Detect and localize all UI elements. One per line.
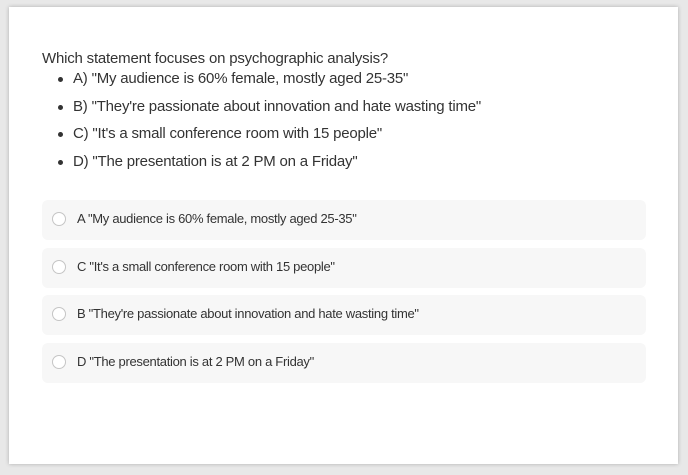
radio-button[interactable]: [52, 259, 66, 274]
answer-option-label: C "It's a small conference room with 15 …: [77, 258, 335, 274]
bullet-icon: [58, 104, 63, 110]
answer-option[interactable]: B "They're passionate about innovation a…: [42, 295, 646, 335]
answer-option[interactable]: D "The presentation is at 2 PM on a Frid…: [42, 342, 646, 383]
choice-item: D) "The presentation is at 2 PM on a Fri…: [42, 152, 481, 180]
bullet-icon: [58, 77, 63, 82]
choice-list: A) "My audience is 60% female, mostly ag…: [42, 69, 481, 179]
choice-item: C) "It's a small conference room with 15…: [42, 124, 481, 152]
choice-item: A) "My audience is 60% female, mostly ag…: [42, 69, 481, 97]
choice-text: D) "The presentation is at 2 PM on a Fri…: [73, 152, 358, 170]
bullet-icon: [58, 159, 63, 165]
question-text: Which statement focuses on psychographic…: [42, 50, 389, 67]
radio-button[interactable]: [52, 307, 66, 321]
answer-option-label: D "The presentation is at 2 PM on a Frid…: [77, 353, 314, 369]
answer-option[interactable]: C "It's a small conference room with 15 …: [42, 247, 646, 288]
choice-text: B) "They're passionate about innovation …: [73, 97, 482, 115]
bullet-icon: [58, 132, 63, 137]
quiz-card: Which statement focuses on psychographic…: [9, 7, 678, 464]
answer-option-label: B "They're passionate about innovation a…: [77, 306, 419, 321]
choice-text: C) "It's a small conference room with 15…: [73, 125, 383, 142]
answer-option[interactable]: A "My audience is 60% female, mostly age…: [42, 200, 646, 240]
radio-button[interactable]: [52, 212, 66, 226]
choice-item: B) "They're passionate about innovation …: [42, 97, 481, 125]
answer-options: A "My audience is 60% female, mostly age…: [42, 200, 646, 390]
answer-option-label: A "My audience is 60% female, mostly age…: [77, 211, 357, 226]
radio-button[interactable]: [52, 354, 66, 369]
choice-text: A) "My audience is 60% female, mostly ag…: [73, 70, 409, 87]
